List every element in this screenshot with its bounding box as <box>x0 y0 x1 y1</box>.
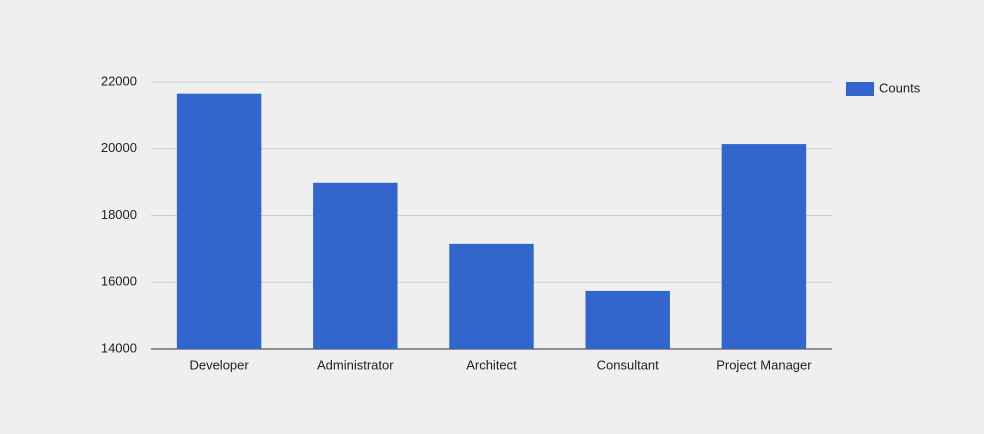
x-tick-label: Architect <box>466 357 517 372</box>
legend-label: Counts <box>879 80 921 95</box>
y-tick-label: 14000 <box>101 340 137 355</box>
x-tick-label: Project Manager <box>716 357 812 372</box>
y-tick-label: 18000 <box>101 207 137 222</box>
x-tick-label: Administrator <box>317 357 394 372</box>
y-tick-label: 16000 <box>101 274 137 289</box>
bar <box>585 290 670 349</box>
bar <box>449 243 534 349</box>
bar <box>313 182 398 349</box>
bar <box>176 93 262 350</box>
y-tick-label: 22000 <box>101 73 137 88</box>
legend-swatch <box>846 82 874 96</box>
x-tick-label: Developer <box>189 357 249 372</box>
y-tick-label: 20000 <box>101 140 137 155</box>
x-tick-label: Consultant <box>597 357 660 372</box>
bar <box>721 144 807 349</box>
